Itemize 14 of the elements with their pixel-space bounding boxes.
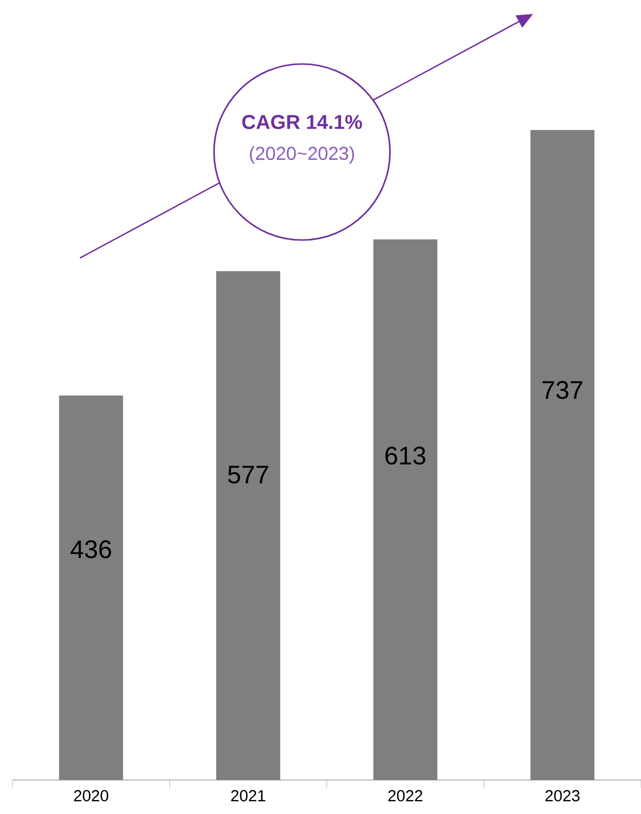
bar bbox=[216, 271, 280, 780]
bar bbox=[530, 130, 594, 780]
bar bbox=[59, 395, 124, 780]
data-label: 436 bbox=[70, 540, 112, 558]
data-label: 577 bbox=[228, 466, 268, 484]
x-tick-label: 2020 bbox=[74, 790, 108, 802]
text: CAGR 14.1% bbox=[242, 114, 362, 130]
data-label: 737 bbox=[542, 381, 582, 399]
bar bbox=[373, 239, 438, 780]
x-tick-label: 2023 bbox=[545, 790, 580, 802]
data-label: 613 bbox=[385, 446, 426, 465]
x-tick-label: 2022 bbox=[388, 790, 422, 802]
annotation: (2020~2023) bbox=[250, 146, 354, 164]
x-tick-label: 2021 bbox=[231, 790, 266, 802]
